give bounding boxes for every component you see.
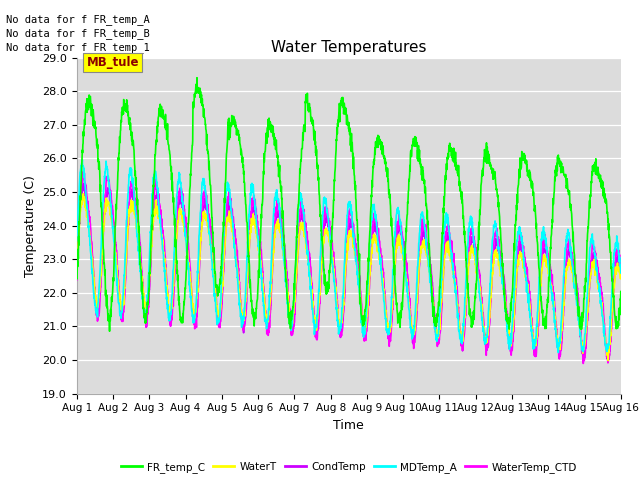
Text: No data for f FR_temp_A: No data for f FR_temp_A <box>6 13 150 24</box>
Text: No data for f FR_temp_1: No data for f FR_temp_1 <box>6 42 150 53</box>
FR_temp_C <box>508 299 515 305</box>
MDTemp_A <box>225 185 232 191</box>
WaterTemp_CTD <box>365 303 372 309</box>
CondTemp <box>617 267 625 273</box>
FR_temp_C <box>584 226 592 231</box>
WaterTemp_CTD <box>73 277 81 283</box>
CondTemp <box>569 264 577 269</box>
WaterTemp_CTD <box>79 169 87 175</box>
MDTemp_A <box>73 238 81 243</box>
FR_temp_C <box>225 115 233 121</box>
WaterTemp_CTD <box>569 256 577 262</box>
WaterT <box>365 292 372 298</box>
WaterTemp_CTD <box>376 245 384 251</box>
CondTemp <box>225 201 232 207</box>
FR_temp_C <box>106 328 113 334</box>
CondTemp <box>376 251 384 256</box>
WaterTemp_CTD <box>507 351 515 357</box>
X-axis label: Time: Time <box>333 419 364 432</box>
Line: WaterTemp_CTD: WaterTemp_CTD <box>77 172 621 363</box>
Title: Water Temperatures: Water Temperatures <box>271 40 426 55</box>
FR_temp_C <box>365 255 372 261</box>
MDTemp_A <box>617 270 625 276</box>
Line: CondTemp: CondTemp <box>77 180 621 361</box>
CondTemp <box>604 358 612 364</box>
WaterT <box>604 358 612 363</box>
Line: WaterT: WaterT <box>77 193 621 360</box>
Y-axis label: Temperature (C): Temperature (C) <box>24 175 36 276</box>
MDTemp_A <box>570 269 577 275</box>
MDTemp_A <box>376 258 384 264</box>
WaterT <box>584 302 592 308</box>
WaterT <box>73 264 81 270</box>
WaterT <box>79 191 87 196</box>
CondTemp <box>73 272 81 278</box>
FR_temp_C <box>570 229 577 235</box>
Text: MB_tule: MB_tule <box>86 56 139 69</box>
WaterTemp_CTD <box>617 256 625 262</box>
FR_temp_C <box>73 274 81 280</box>
WaterTemp_CTD <box>584 300 592 306</box>
WaterTemp_CTD <box>579 360 587 366</box>
CondTemp <box>79 178 86 183</box>
WaterT <box>376 259 384 264</box>
CondTemp <box>365 302 372 308</box>
CondTemp <box>584 305 592 311</box>
Legend: FR_temp_C, WaterT, CondTemp, MDTemp_A, WaterTemp_CTD: FR_temp_C, WaterT, CondTemp, MDTemp_A, W… <box>116 457 581 477</box>
MDTemp_A <box>554 350 562 356</box>
Text: No data for f FR_temp_B: No data for f FR_temp_B <box>6 28 150 39</box>
MDTemp_A <box>365 269 372 275</box>
WaterT <box>507 343 515 349</box>
MDTemp_A <box>79 157 86 163</box>
FR_temp_C <box>377 139 385 144</box>
WaterTemp_CTD <box>225 193 232 199</box>
FR_temp_C <box>193 75 201 81</box>
WaterT <box>569 273 577 279</box>
FR_temp_C <box>617 288 625 294</box>
MDTemp_A <box>584 274 592 279</box>
MDTemp_A <box>507 340 515 346</box>
Line: MDTemp_A: MDTemp_A <box>77 160 621 353</box>
WaterT <box>617 271 625 276</box>
Line: FR_temp_C: FR_temp_C <box>77 78 621 331</box>
WaterT <box>225 217 232 223</box>
CondTemp <box>507 342 515 348</box>
